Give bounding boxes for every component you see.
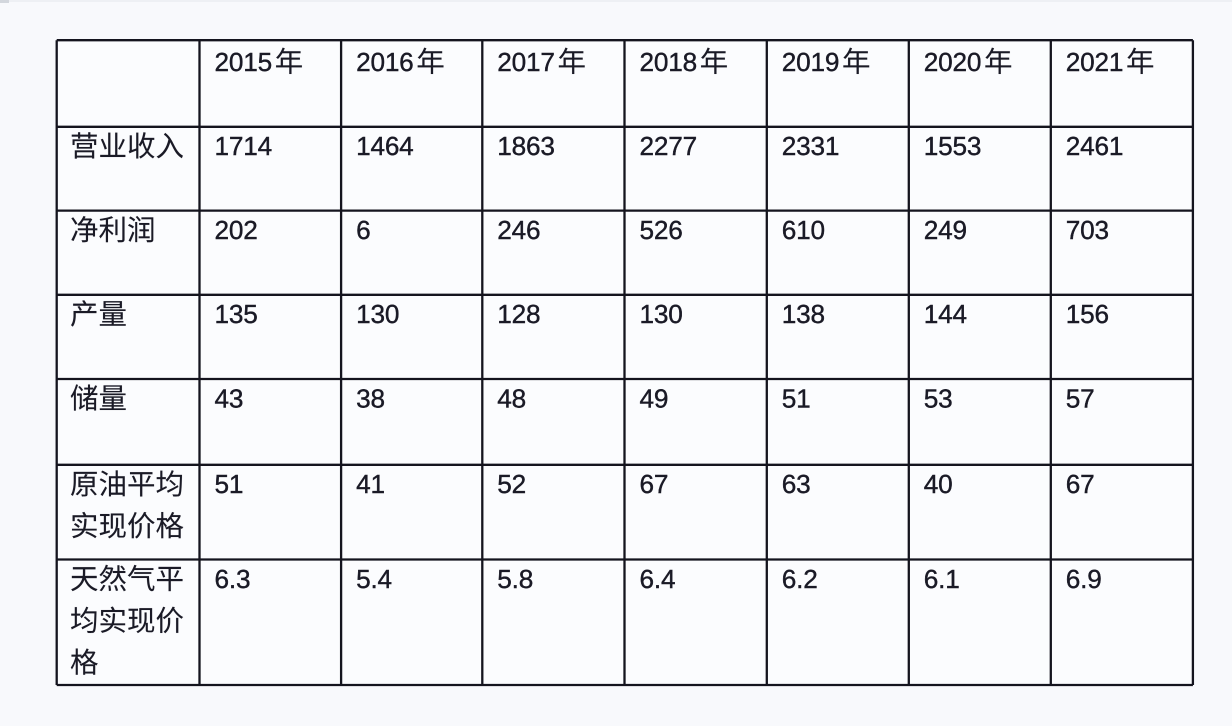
svg-text:48: 48 [497,383,526,413]
svg-text:703: 703 [1066,215,1109,245]
svg-text:38: 38 [356,383,385,413]
svg-text:2331: 2331 [782,131,839,161]
svg-text:1863: 1863 [497,131,554,161]
svg-text:156: 156 [1066,299,1109,329]
svg-text:43: 43 [215,383,244,413]
svg-text:526: 526 [640,215,683,245]
svg-text:2018: 2018 [640,47,697,77]
svg-text:610: 610 [782,215,825,245]
svg-text:2019: 2019 [782,47,839,77]
svg-text:130: 130 [356,299,399,329]
svg-text:6: 6 [356,215,370,245]
svg-text:67: 67 [1066,469,1095,499]
svg-text:57: 57 [1066,383,1095,413]
svg-text:51: 51 [215,469,244,499]
svg-text:5.8: 5.8 [497,564,533,594]
svg-text:1553: 1553 [924,131,981,161]
svg-text:67: 67 [640,469,669,499]
svg-text:1714: 1714 [215,131,272,161]
svg-text:63: 63 [782,469,811,499]
svg-text:40: 40 [924,469,953,499]
svg-text:2461: 2461 [1066,131,1123,161]
svg-text:2020: 2020 [924,47,981,77]
svg-text:53: 53 [924,383,953,413]
svg-text:246: 246 [497,215,540,245]
svg-text:128: 128 [497,299,540,329]
svg-text:130: 130 [640,299,683,329]
svg-text:6.1: 6.1 [924,564,960,594]
svg-text:2017: 2017 [497,47,554,77]
svg-text:6.2: 6.2 [782,564,818,594]
svg-text:1464: 1464 [356,131,413,161]
svg-text:6.9: 6.9 [1066,564,1102,594]
svg-text:249: 249 [924,215,967,245]
svg-text:144: 144 [924,299,967,329]
svg-text:2021: 2021 [1066,47,1123,77]
svg-text:2016: 2016 [356,47,413,77]
svg-text:202: 202 [215,215,258,245]
svg-text:52: 52 [497,469,526,499]
svg-text:135: 135 [215,299,258,329]
svg-text:2015: 2015 [215,47,272,77]
svg-text:41: 41 [356,469,385,499]
svg-text:6.4: 6.4 [640,564,676,594]
svg-text:6.3: 6.3 [215,564,251,594]
svg-text:2277: 2277 [640,131,697,161]
svg-text:5.4: 5.4 [356,564,392,594]
svg-text:49: 49 [640,383,669,413]
svg-text:138: 138 [782,299,825,329]
svg-text:51: 51 [782,383,811,413]
